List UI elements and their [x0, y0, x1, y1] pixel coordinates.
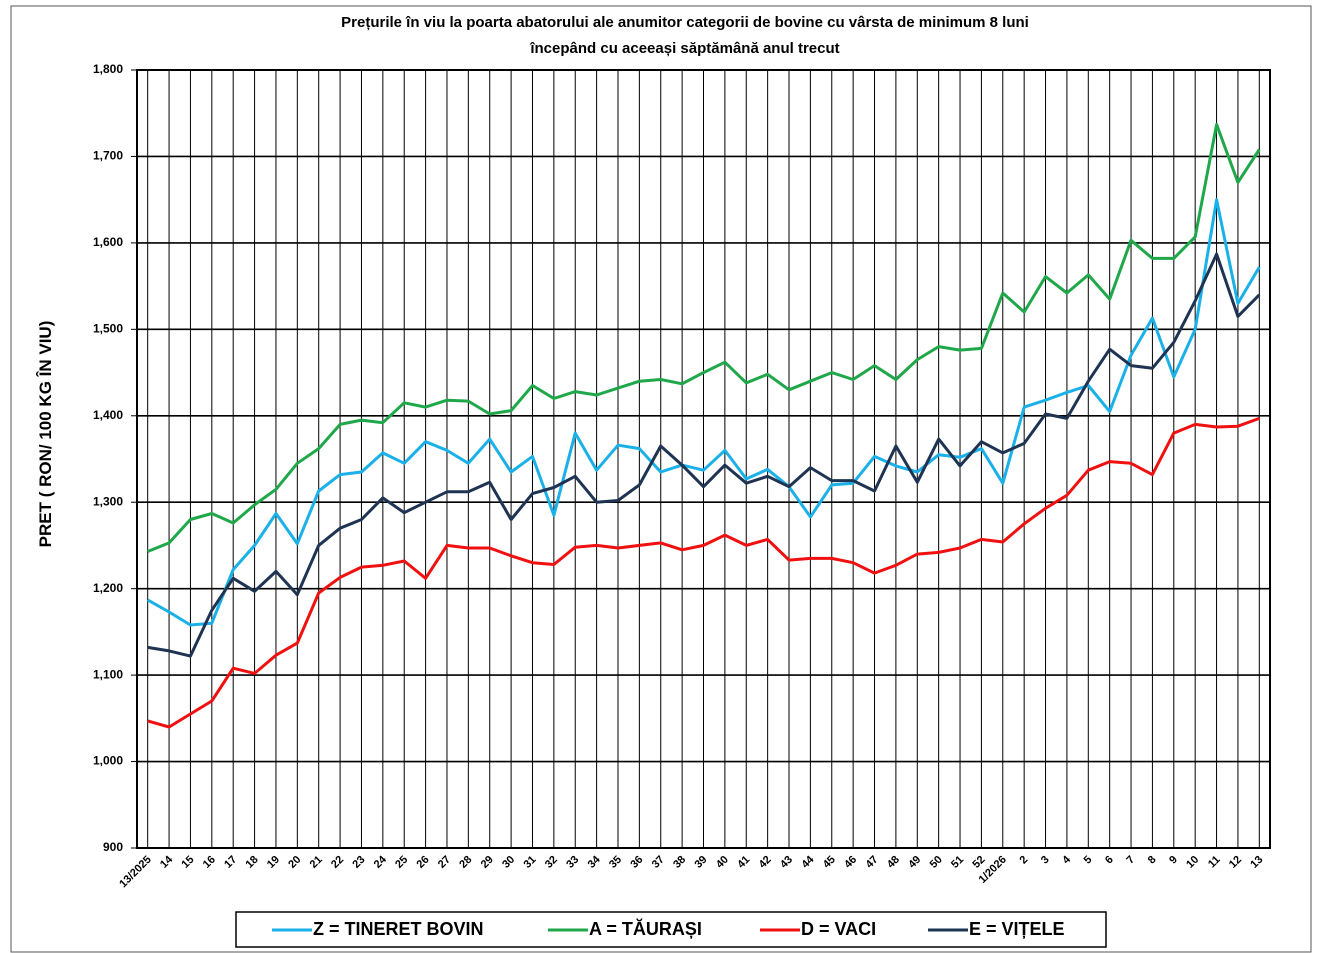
legend-label: A = TĂURAȘI	[589, 918, 702, 939]
frame	[10, 5, 1312, 953]
legend-box	[235, 911, 1107, 948]
y-tick-label: 1,500	[93, 322, 123, 336]
y-tick-label: 1,200	[93, 581, 123, 595]
x-tick-label: 20	[286, 854, 303, 871]
x-tick-label: 43	[778, 854, 795, 871]
x-tick-label: 28	[457, 854, 474, 871]
x-tick-label: 50	[928, 854, 945, 871]
legend-label: D = VACI	[801, 919, 876, 939]
x-tick-label: 38	[671, 854, 688, 871]
x-tick-label: 16	[201, 854, 218, 871]
x-tick-label: 18	[244, 854, 261, 871]
x-tick-label: 11	[1206, 854, 1223, 871]
x-tick-label: 22	[329, 854, 346, 871]
x-tick-label: 42	[757, 854, 774, 871]
x-tick-label: 35	[607, 854, 624, 871]
x-tick-label: 24	[372, 853, 390, 871]
y-tick-label: 1,300	[93, 494, 123, 508]
x-tick-label: 9	[1167, 854, 1180, 867]
chart-subtitle: începând cu aceeași săptămână anul trecu…	[529, 40, 839, 57]
legend-label: Z = TINERET BOVIN	[313, 919, 484, 939]
legend-label: E = VIȚELE	[969, 919, 1065, 939]
x-tick-label: 32	[543, 854, 560, 871]
x-tick-label: 12	[1227, 854, 1244, 871]
series-line	[146, 198, 1261, 627]
x-tick-label: 17	[222, 854, 239, 871]
x-tick-label: 45	[821, 854, 838, 871]
y-tick-label: 1,800	[93, 62, 123, 76]
chart-title: Prețurile în viu la poarta abatorului al…	[341, 14, 1029, 31]
x-tick-label: 31	[521, 854, 538, 871]
x-tick-label: 47	[863, 854, 880, 871]
x-tick-label: 23	[350, 854, 367, 871]
x-tick-label: 3	[1039, 854, 1052, 867]
x-tick-label: 39	[692, 854, 709, 871]
y-tick-label: 1,700	[93, 149, 123, 163]
x-tick-label: 7	[1124, 854, 1137, 867]
x-tick-label: 26	[415, 854, 432, 871]
x-tick-label: 4	[1060, 853, 1073, 866]
x-tick-label: 48	[885, 854, 902, 871]
y-tick-label: 900	[103, 840, 123, 854]
y-tick-label: 1,100	[93, 667, 123, 681]
x-tick-label: 33	[564, 854, 581, 871]
x-tick-label: 49	[906, 854, 923, 871]
x-tick-label: 10	[1184, 854, 1201, 871]
y-tick-label: 1,400	[93, 408, 123, 422]
plot-border	[136, 69, 1271, 849]
x-tick-label: 37	[650, 854, 667, 871]
x-tick-label: 2	[1017, 854, 1030, 867]
x-tick-label: 51	[949, 854, 966, 871]
x-tick-label: 6	[1103, 854, 1116, 867]
x-tick-label: 27	[436, 854, 453, 871]
x-tick-label: 30	[500, 854, 517, 871]
x-tick-label: 29	[479, 854, 496, 871]
x-tick-label: 25	[393, 854, 410, 871]
x-tick-label: 41	[735, 854, 752, 871]
series-line	[147, 123, 1261, 553]
x-tick-label: 13	[1248, 854, 1265, 871]
x-tick-label: 14	[158, 853, 176, 871]
x-tick-label: 8	[1146, 854, 1159, 867]
series-line	[147, 416, 1260, 729]
x-tick-label: 15	[179, 854, 196, 871]
x-tick-label: 40	[714, 854, 731, 871]
y-axis-label: PRET ( RON/ 100 KG ÎN VIU)	[36, 321, 55, 548]
x-tick-label: 21	[308, 854, 325, 871]
y-tick-label: 1,000	[93, 754, 123, 768]
x-tick-label: 36	[628, 854, 645, 871]
y-tick-label: 1,600	[93, 235, 123, 249]
x-tick-label: 19	[265, 854, 282, 871]
x-tick-label: 34	[586, 853, 604, 871]
x-tick-label: 5	[1082, 854, 1095, 867]
x-tick-label: 44	[799, 853, 817, 871]
x-tick-label: 46	[842, 854, 859, 871]
series-line	[147, 252, 1261, 658]
x-tick-label: 13/2025	[117, 854, 154, 891]
